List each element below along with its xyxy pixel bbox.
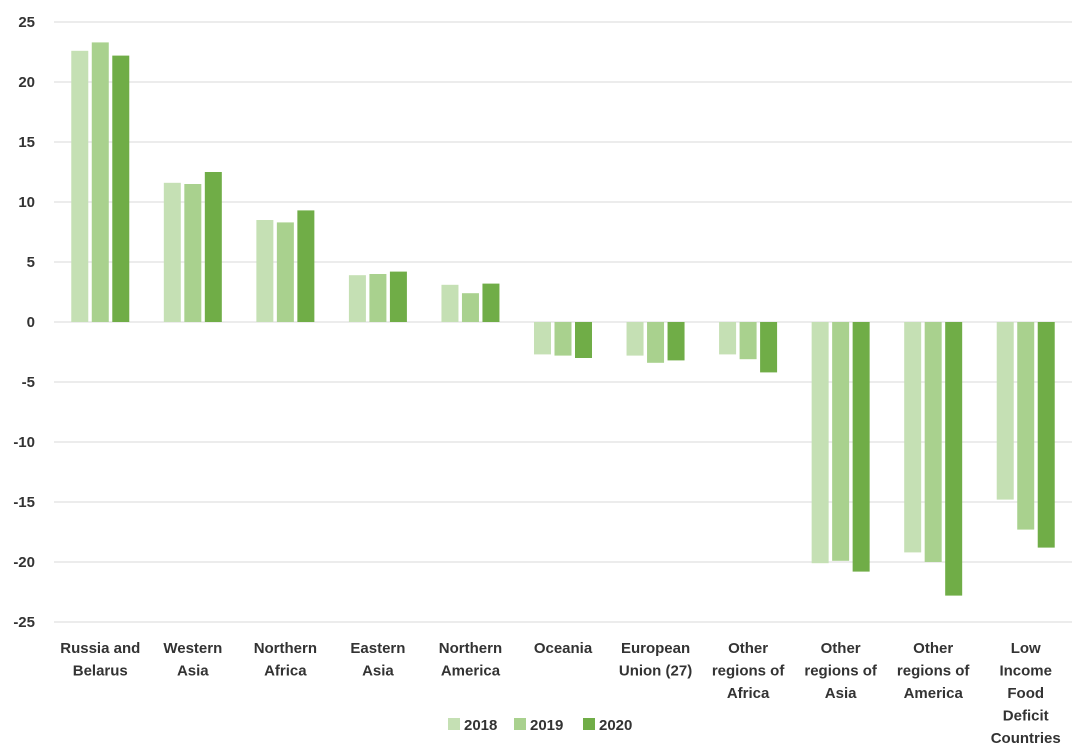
bar-2020-2 (297, 210, 315, 322)
category-label-line: Belarus (73, 663, 128, 680)
category-label-line: Other (913, 640, 953, 657)
bar-2018-0 (71, 50, 89, 323)
bar-2019-3 (369, 274, 387, 322)
category-label-line: America (904, 685, 964, 702)
legend-swatch-2020 (583, 718, 595, 730)
bar-2019-2 (276, 222, 294, 322)
category-label: Other regions of Asia (804, 640, 878, 702)
category-label-line: Northern (439, 640, 502, 657)
bars (71, 42, 1055, 596)
category-label: Low Income Food Deficit Countries (991, 640, 1061, 746)
legend-label-2018: 2018 (464, 717, 497, 734)
category-label-line: Asia (825, 685, 857, 702)
bar-2020-1 (204, 172, 222, 322)
bar-2020-0 (112, 55, 130, 322)
category-label-line: regions of (712, 663, 786, 680)
bar-2019-8 (832, 322, 850, 561)
legend: 2018 2019 2020 (448, 717, 632, 734)
bar-2018-1 (163, 182, 181, 322)
y-tick-label: 0 (27, 314, 35, 331)
bar-2020-7 (760, 322, 778, 373)
bar-2018-9 (904, 322, 922, 553)
y-tick-label: -15 (13, 494, 35, 511)
y-tick-label: -25 (13, 614, 35, 631)
category-label-line: Other (728, 640, 768, 657)
category-label-line: Income (999, 663, 1052, 680)
bar-2019-9 (924, 322, 942, 562)
category-label: Oceania (534, 640, 593, 657)
y-tick-label: -20 (13, 554, 35, 571)
category-label: Eastern Asia (350, 640, 405, 680)
bar-2019-10 (1017, 322, 1035, 530)
category-label-line: Asia (362, 663, 394, 680)
bar-2020-4 (482, 283, 500, 322)
y-tick-label: -10 (13, 434, 35, 451)
category-label-line: European (621, 640, 690, 657)
category-label-line: regions of (897, 663, 971, 680)
category-label: Other regions of America (897, 640, 971, 702)
bar-2019-1 (184, 184, 202, 322)
bar-2020-6 (667, 322, 685, 361)
bar-2019-7 (739, 322, 757, 360)
category-label: Western Asia (163, 640, 222, 680)
category-label-line: Union (27) (619, 663, 692, 680)
category-label-line: Asia (177, 663, 209, 680)
bar-2018-2 (256, 220, 274, 322)
category-label: Russia and Belarus (60, 640, 140, 680)
bar-2018-10 (996, 322, 1014, 500)
bar-2018-8 (811, 322, 829, 564)
x-axis-category-labels: Russia and Belarus Western Asia Northern Afri… (60, 640, 1060, 746)
bar-2018-7 (719, 322, 737, 355)
category-label-line: Western (163, 640, 222, 657)
y-tick-label: 5 (27, 254, 35, 271)
category-label-line: Countries (991, 730, 1061, 746)
bar-2018-6 (626, 322, 644, 356)
category-label-line: America (441, 663, 501, 680)
bar-2019-4 (461, 293, 479, 322)
legend-swatch-2019 (514, 718, 526, 730)
category-label-line: Africa (264, 663, 307, 680)
category-label: Northern Africa (254, 640, 317, 680)
bar-2020-8 (852, 322, 870, 572)
category-label-line: Northern (254, 640, 317, 657)
y-tick-label: 15 (18, 134, 35, 151)
category-label-line: Eastern (350, 640, 405, 657)
bar-2020-9 (945, 322, 963, 596)
bar-2019-0 (91, 42, 109, 323)
bar-2018-4 (441, 284, 459, 322)
category-label-line: Low (1011, 640, 1041, 657)
category-label-line: Oceania (534, 640, 593, 657)
legend-label-2020: 2020 (599, 717, 632, 734)
bar-2018-3 (348, 275, 366, 322)
legend-swatch-2018 (448, 718, 460, 730)
bar-2018-5 (534, 322, 551, 355)
y-tick-label: -5 (22, 374, 35, 391)
legend-label-2019: 2019 (530, 717, 563, 734)
category-label-line: Other (821, 640, 861, 657)
y-tick-label: 25 (18, 14, 35, 31)
category-label: Other regions of Africa (712, 640, 786, 702)
category-label: European Union (27) (619, 640, 692, 680)
y-tick-label: 10 (18, 194, 35, 211)
bar-2020-10 (1037, 322, 1055, 548)
bar-2019-5 (554, 322, 572, 356)
y-tick-label: 20 (18, 74, 35, 91)
category-label-line: Deficit (1003, 708, 1049, 725)
bar-2019-6 (647, 322, 665, 363)
bar-2020-3 (389, 271, 407, 322)
category-label-line: regions of (804, 663, 878, 680)
y-axis-tick-labels: 25 20 15 10 5 0 -5 -10 -15 -20 -25 (13, 14, 35, 631)
category-label-line: Food (1007, 685, 1044, 702)
category-label-line: Russia and (60, 640, 140, 657)
bar-2020-5 (575, 322, 592, 358)
category-label: Northern America (439, 640, 502, 680)
category-label-line: Africa (727, 685, 770, 702)
